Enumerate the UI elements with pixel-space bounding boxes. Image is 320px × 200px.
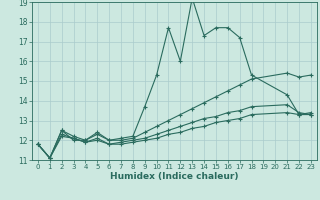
X-axis label: Humidex (Indice chaleur): Humidex (Indice chaleur) (110, 172, 239, 181)
